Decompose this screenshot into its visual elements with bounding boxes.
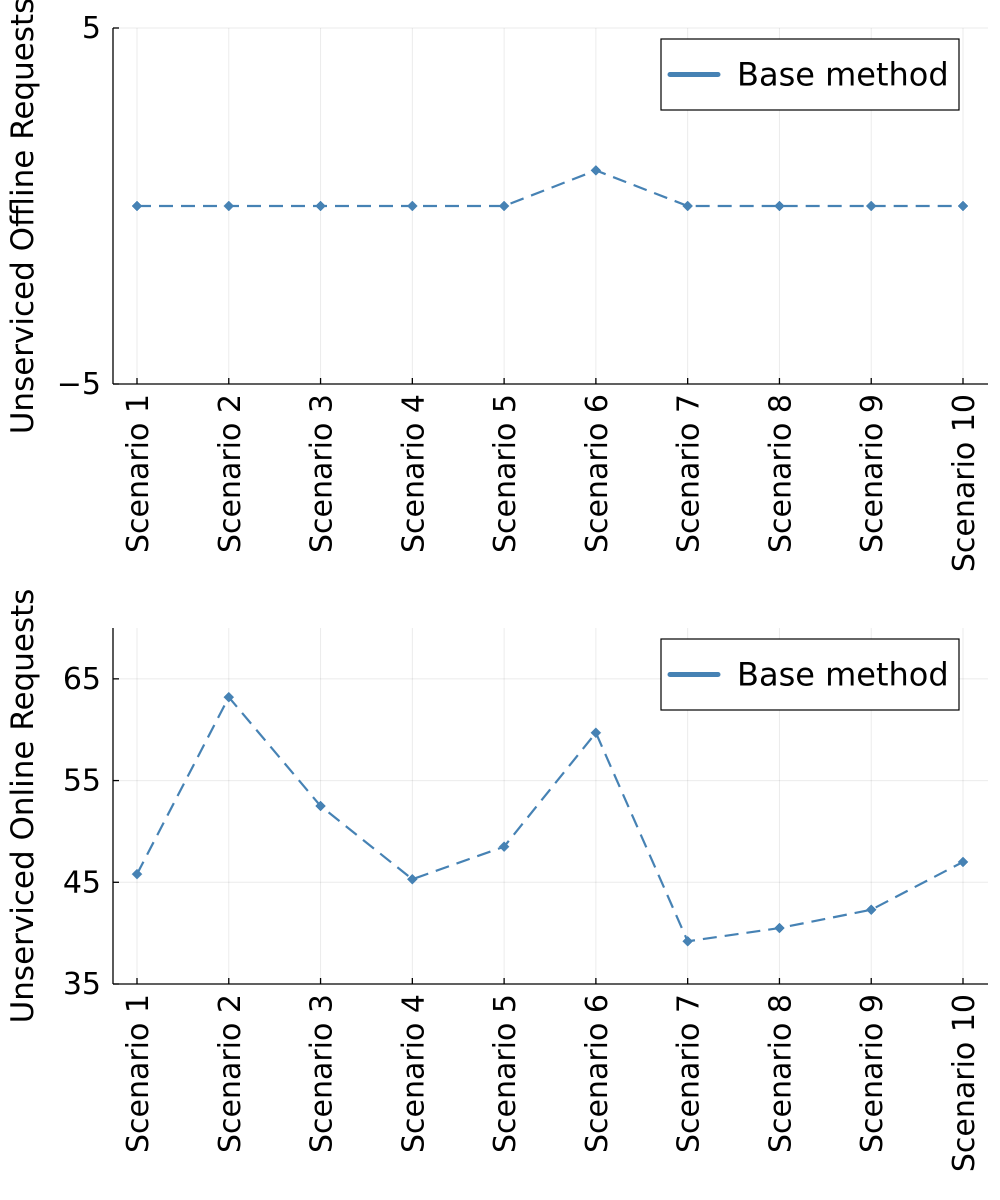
- data-point: [131, 200, 143, 212]
- data-point: [865, 904, 877, 916]
- legend-label: Base method: [737, 656, 949, 694]
- x-tick-label: Scenario 9: [855, 994, 890, 1153]
- data-point: [498, 200, 510, 212]
- data-point: [590, 165, 602, 176]
- series-line: [136, 696, 964, 943]
- x-tick-label: Scenario 10: [947, 394, 982, 572]
- x-tick-label: Scenario 2: [213, 394, 248, 553]
- x-tick-label: Scenario 3: [305, 994, 340, 1153]
- y-axis-title: Unserviced Offline Requests: [5, 0, 41, 434]
- legend-label: Base method: [737, 56, 949, 94]
- series-line: [137, 169, 963, 208]
- y-axis-title: Unserviced Online Requests: [5, 589, 41, 1024]
- x-tick-label: Scenario 7: [672, 994, 707, 1153]
- x-tick-label: Scenario 1: [121, 394, 156, 553]
- y-tick-label: 5: [82, 11, 101, 46]
- data-point: [774, 200, 785, 212]
- x-tick-label: Scenario 1: [121, 994, 156, 1153]
- series-base-method: [131, 691, 969, 947]
- x-tick-label: Scenario 2: [213, 994, 248, 1153]
- online-requests-chart: 35 45 55 65 Scenario 1 Scenario 2 Scenario 3 Sc…: [5, 589, 988, 1172]
- x-tick-label: Scenario 6: [580, 994, 615, 1153]
- y-tick-label: 45: [63, 865, 101, 900]
- data-point: [315, 200, 326, 212]
- data-point: [406, 873, 418, 885]
- data-point: [865, 200, 877, 212]
- data-point: [957, 856, 969, 868]
- data-point: [223, 691, 235, 703]
- data-point: [498, 841, 510, 853]
- data-point: [682, 200, 694, 212]
- y-tick-label: −5: [57, 367, 101, 402]
- data-point: [131, 868, 143, 880]
- data-point: [406, 200, 418, 212]
- y-tick-label: 65: [63, 662, 101, 697]
- x-tick-label: Scenario 8: [763, 994, 798, 1153]
- x-tick-label: Scenario 4: [396, 994, 431, 1153]
- x-tick-label: Scenario 9: [855, 394, 890, 553]
- data-point: [590, 727, 602, 739]
- data-point: [957, 200, 969, 212]
- legend: Base method: [660, 38, 960, 111]
- y-tick-label: 55: [63, 764, 101, 799]
- offline-requests-chart: −5 5 Scenario 1 Scenario 2 Scenario 3 Scenari…: [5, 0, 988, 572]
- x-tick-label: Scenario 5: [488, 994, 523, 1153]
- y-tick-label: 35: [63, 967, 101, 1002]
- x-tick-label: Scenario 8: [763, 394, 798, 553]
- legend: Base method: [660, 638, 960, 711]
- x-tick-label: Scenario 5: [488, 394, 523, 553]
- data-point: [682, 935, 694, 947]
- x-tick-label: Scenario 4: [396, 394, 431, 553]
- x-tick-label: Scenario 6: [580, 394, 615, 553]
- x-tick-label: Scenario 10: [947, 994, 982, 1172]
- data-point: [223, 200, 235, 212]
- data-point: [774, 922, 785, 934]
- data-point: [315, 800, 326, 812]
- x-tick-label: Scenario 7: [672, 394, 707, 553]
- series-base-method: [131, 165, 969, 212]
- x-tick-label: Scenario 3: [305, 394, 340, 553]
